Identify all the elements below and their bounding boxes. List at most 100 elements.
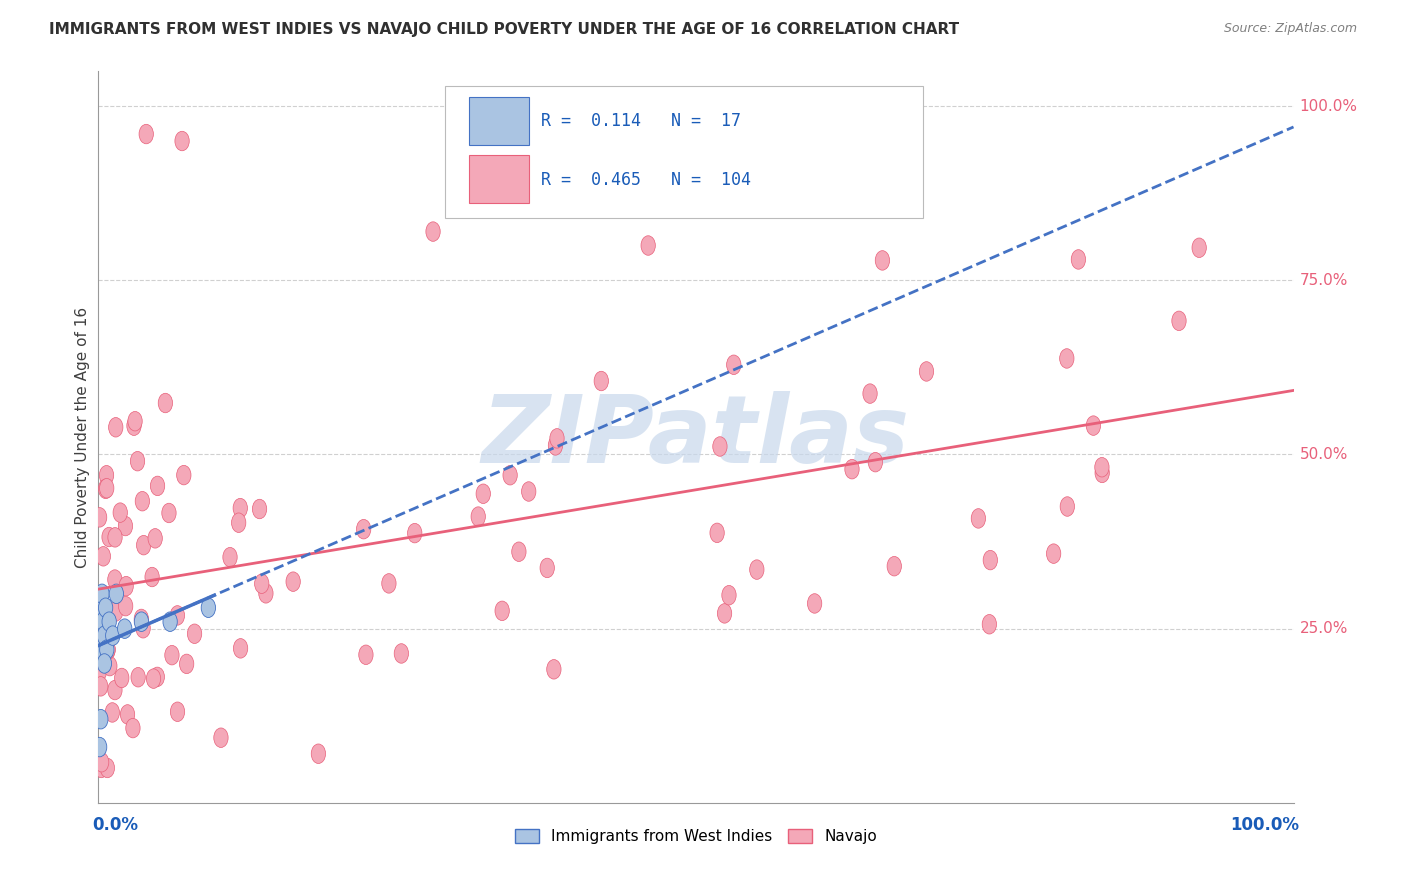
Ellipse shape (101, 640, 115, 660)
Ellipse shape (394, 644, 409, 664)
Ellipse shape (875, 251, 890, 270)
Ellipse shape (845, 459, 859, 479)
Ellipse shape (136, 618, 150, 638)
Text: ZIPatlas: ZIPatlas (482, 391, 910, 483)
Ellipse shape (713, 437, 727, 456)
Ellipse shape (131, 451, 145, 471)
Ellipse shape (170, 702, 184, 722)
Ellipse shape (134, 609, 149, 629)
Ellipse shape (97, 654, 111, 673)
Ellipse shape (983, 615, 997, 634)
Ellipse shape (595, 371, 609, 391)
Ellipse shape (103, 612, 117, 632)
Ellipse shape (174, 131, 190, 151)
Ellipse shape (96, 547, 111, 566)
Ellipse shape (114, 668, 129, 688)
Ellipse shape (136, 535, 150, 555)
Ellipse shape (120, 576, 134, 596)
Ellipse shape (163, 612, 177, 632)
Ellipse shape (108, 681, 122, 700)
Ellipse shape (162, 503, 176, 523)
Ellipse shape (1171, 311, 1187, 331)
Ellipse shape (93, 738, 107, 756)
Ellipse shape (94, 640, 108, 659)
Ellipse shape (96, 612, 111, 632)
Ellipse shape (112, 503, 128, 523)
Ellipse shape (125, 718, 141, 738)
FancyBboxPatch shape (446, 86, 922, 218)
Ellipse shape (135, 612, 149, 632)
Ellipse shape (145, 567, 159, 587)
Y-axis label: Child Poverty Under the Age of 16: Child Poverty Under the Age of 16 (75, 307, 90, 567)
Text: 75.0%: 75.0% (1299, 273, 1348, 288)
Ellipse shape (259, 583, 273, 603)
Ellipse shape (146, 669, 160, 689)
Ellipse shape (110, 584, 124, 604)
Ellipse shape (94, 753, 108, 772)
Ellipse shape (100, 640, 114, 659)
Ellipse shape (232, 513, 246, 533)
Ellipse shape (887, 557, 901, 576)
Ellipse shape (93, 662, 107, 681)
Ellipse shape (108, 570, 122, 590)
Ellipse shape (98, 598, 112, 617)
Ellipse shape (187, 624, 201, 643)
Ellipse shape (1095, 463, 1109, 483)
Ellipse shape (1095, 458, 1109, 477)
Ellipse shape (94, 709, 108, 729)
Text: 25.0%: 25.0% (1299, 621, 1348, 636)
Text: IMMIGRANTS FROM WEST INDIES VS NAVAJO CHILD POVERTY UNDER THE AGE OF 16 CORRELAT: IMMIGRANTS FROM WEST INDIES VS NAVAJO CH… (49, 22, 959, 37)
Text: 100.0%: 100.0% (1230, 816, 1299, 834)
Ellipse shape (94, 677, 108, 696)
Ellipse shape (1192, 238, 1206, 258)
Ellipse shape (471, 507, 485, 526)
Ellipse shape (863, 384, 877, 403)
Ellipse shape (180, 654, 194, 673)
Ellipse shape (101, 527, 117, 547)
Ellipse shape (118, 619, 132, 639)
Ellipse shape (105, 626, 120, 646)
Ellipse shape (121, 705, 135, 724)
Ellipse shape (550, 429, 564, 448)
Ellipse shape (357, 519, 371, 539)
Ellipse shape (100, 478, 114, 498)
FancyBboxPatch shape (470, 155, 529, 203)
Ellipse shape (94, 584, 110, 604)
Ellipse shape (150, 667, 165, 687)
Ellipse shape (253, 500, 267, 519)
Text: R =  0.114   N =  17: R = 0.114 N = 17 (541, 112, 741, 130)
FancyBboxPatch shape (470, 97, 529, 145)
Ellipse shape (177, 466, 191, 485)
Ellipse shape (201, 598, 215, 617)
Ellipse shape (105, 703, 120, 723)
Ellipse shape (233, 639, 247, 658)
Ellipse shape (547, 659, 561, 679)
Ellipse shape (477, 484, 491, 503)
Ellipse shape (118, 516, 132, 536)
Ellipse shape (233, 499, 247, 518)
Text: 0.0%: 0.0% (93, 816, 138, 834)
Ellipse shape (1071, 250, 1085, 269)
Ellipse shape (540, 558, 554, 578)
Ellipse shape (426, 222, 440, 242)
Text: 100.0%: 100.0% (1299, 99, 1358, 113)
Ellipse shape (285, 572, 301, 591)
Ellipse shape (131, 667, 145, 687)
Ellipse shape (920, 361, 934, 381)
Ellipse shape (214, 728, 228, 747)
Ellipse shape (254, 574, 269, 593)
Ellipse shape (100, 466, 114, 485)
Ellipse shape (749, 560, 763, 579)
Ellipse shape (512, 542, 526, 561)
Ellipse shape (148, 529, 162, 548)
Ellipse shape (382, 574, 396, 593)
Ellipse shape (717, 604, 731, 624)
Ellipse shape (170, 606, 184, 625)
Ellipse shape (101, 640, 115, 659)
Ellipse shape (108, 417, 122, 437)
Ellipse shape (103, 657, 117, 676)
Ellipse shape (1060, 349, 1074, 368)
Ellipse shape (150, 476, 165, 496)
Ellipse shape (807, 594, 821, 613)
Ellipse shape (98, 479, 112, 499)
